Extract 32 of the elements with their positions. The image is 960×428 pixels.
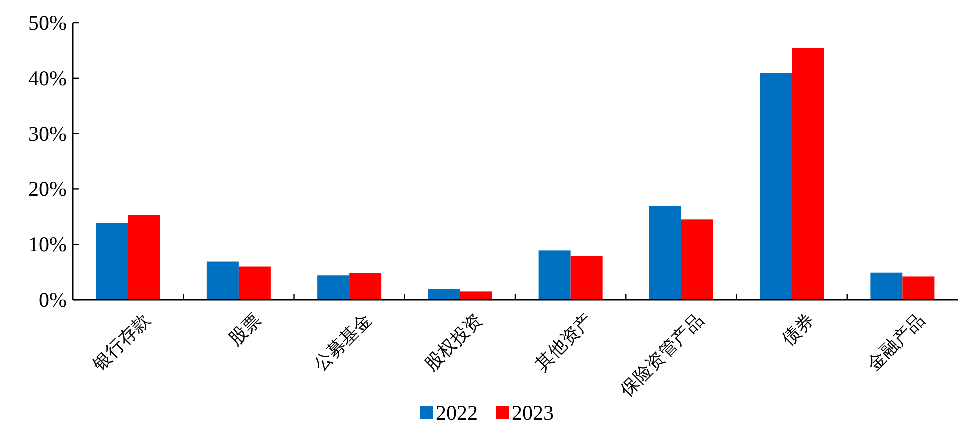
bar <box>318 276 350 300</box>
y-tick-label: 30% <box>28 122 67 146</box>
x-tick-label: 公募基金 <box>310 310 376 375</box>
bar <box>428 289 460 300</box>
x-tick-label: 股权投资 <box>421 310 486 375</box>
bar <box>538 250 571 300</box>
legend-label: 2023 <box>512 401 554 425</box>
y-tick-label: 40% <box>28 66 67 90</box>
bar <box>792 48 824 300</box>
y-tick-label: 0% <box>39 288 67 312</box>
y-tick-label: 50% <box>28 11 67 35</box>
bar <box>128 215 160 300</box>
x-tick-label: 金融产品 <box>864 310 929 375</box>
y-tick-label: 10% <box>28 232 67 257</box>
x-tick-label: 保险资管产品 <box>616 310 708 400</box>
x-tick-label: 银行存款 <box>88 310 154 376</box>
bar <box>206 262 239 300</box>
bar <box>350 273 382 300</box>
x-tick-label: 股票 <box>225 310 265 350</box>
bar <box>570 256 603 300</box>
bar <box>902 276 935 300</box>
bar <box>460 292 492 300</box>
legend-label: 2022 <box>436 401 478 425</box>
x-tick-label: 其他资产 <box>532 310 597 375</box>
bar <box>760 73 792 300</box>
x-tick-label: 债券 <box>778 310 818 350</box>
bar <box>649 206 682 300</box>
y-tick-label: 20% <box>28 177 67 202</box>
bar <box>681 220 714 300</box>
bar <box>96 222 128 300</box>
bar <box>238 266 271 300</box>
bar <box>870 272 903 300</box>
